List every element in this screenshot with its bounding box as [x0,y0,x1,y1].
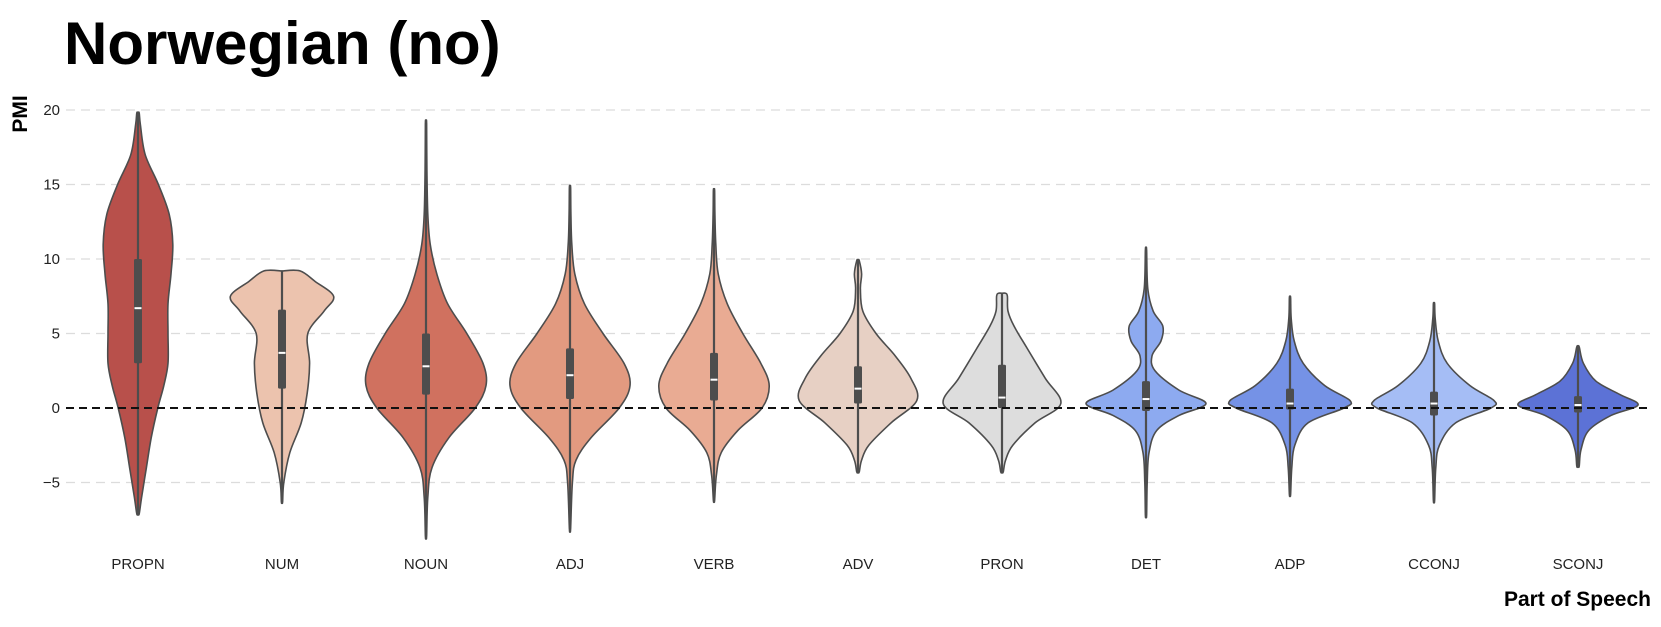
violin-cconj [1370,301,1498,504]
x-tick-label: PRON [980,556,1023,573]
iqr-box [998,364,1006,408]
x-tick-label: ADJ [556,556,584,573]
x-tick-label: PROPN [111,556,164,573]
y-axis-label: PMI [9,95,32,132]
iqr-box [854,366,862,404]
violin-pron [942,292,1062,474]
x-tick-label: ADV [843,556,874,573]
chart-title: Norwegian (no) [64,10,501,77]
violin-adv [797,258,919,474]
violin-adp [1227,295,1353,498]
x-tick-label: SCONJ [1553,556,1604,573]
iqr-box [566,348,574,400]
iqr-box [710,352,718,401]
iqr-box [422,333,430,395]
violin-adj [509,184,631,533]
x-tick-label: VERB [694,556,735,573]
x-tick-label: CCONJ [1408,556,1460,573]
violin-propn [102,111,174,516]
iqr-box [1142,381,1150,411]
x-tick-label: DET [1131,556,1161,573]
y-tick-label: 10 [43,251,60,268]
iqr-box [134,259,142,364]
y-tick-label: −5 [43,475,60,492]
y-tick-layer: 20 15 10 5 0 −5 [43,102,60,492]
grid-layer [66,109,1652,484]
y-tick-label: 5 [52,326,60,343]
x-tick-layer: PROPN NUM NOUN ADJ VERB ADV PRON DET ADP CCONJ SCO… [111,556,1603,573]
x-axis-label: Part of Speech [1504,588,1651,611]
violin-layer [102,111,1639,540]
x-tick-label: NUM [265,556,299,573]
x-tick-label: NOUN [404,556,448,573]
y-tick-label: 0 [52,400,60,417]
x-tick-label: ADP [1275,556,1306,573]
violin-num [229,269,335,505]
violin-noun [364,119,488,540]
iqr-box [278,309,286,389]
y-tick-label: 20 [43,102,60,119]
violin-det [1085,246,1207,519]
iqr-box [1286,388,1294,410]
violin-verb [657,187,771,504]
violin-sconj [1517,344,1639,469]
y-tick-label: 15 [43,177,60,194]
